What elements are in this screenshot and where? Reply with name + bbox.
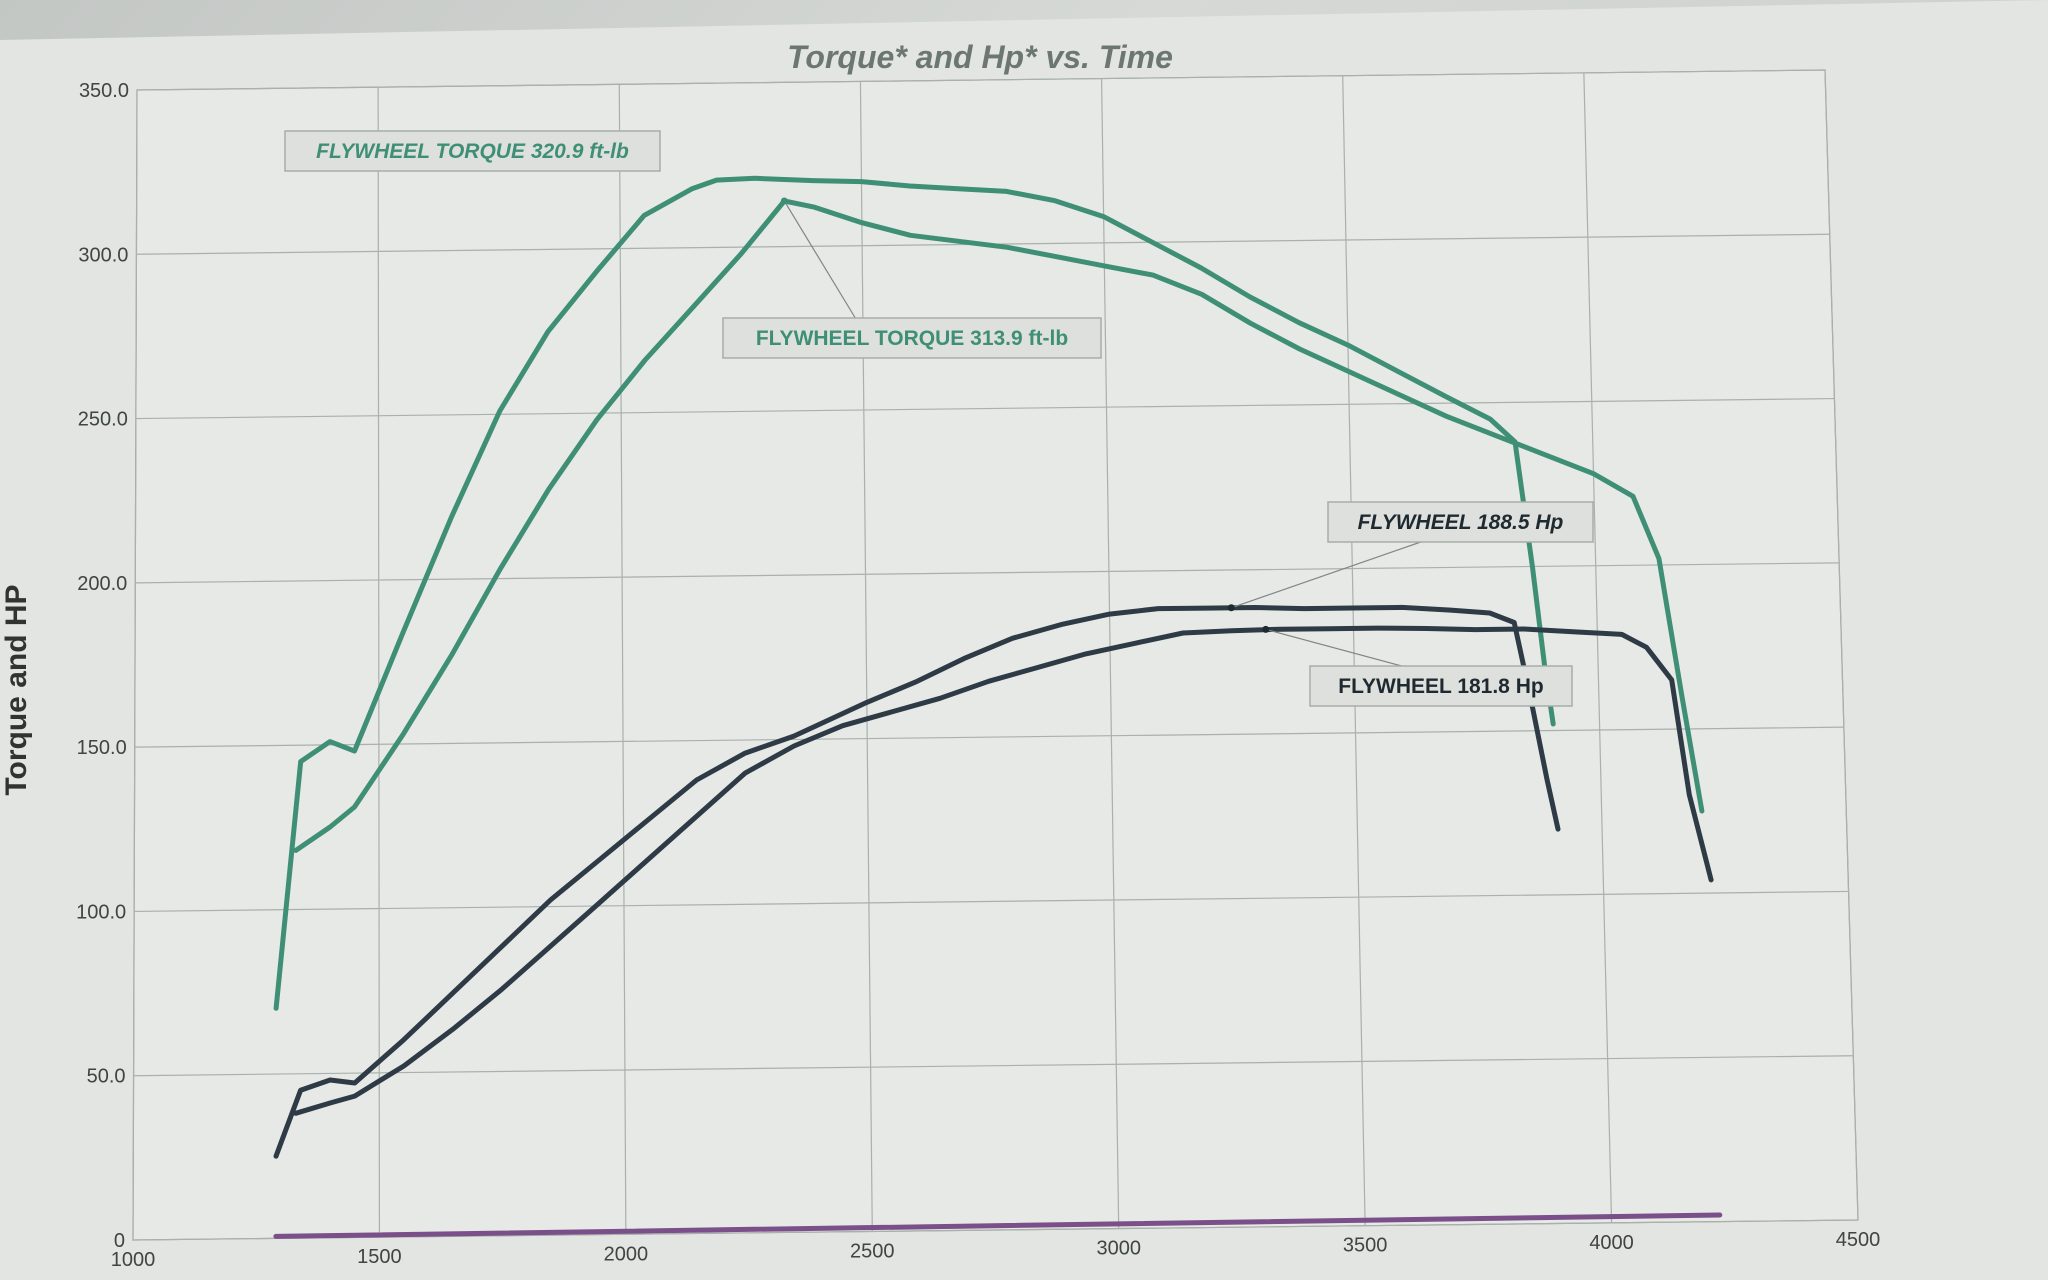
y-tick-label: 350.0 xyxy=(79,80,129,102)
x-tick-label: 1500 xyxy=(357,1246,402,1268)
annotation-label: FLYWHEEL TORQUE 313.9 ft-lb xyxy=(756,327,1068,350)
annotation-label: FLYWHEEL 181.8 Hp xyxy=(1338,675,1543,698)
x-tick-label: 4500 xyxy=(1836,1229,1881,1251)
annotation-box xyxy=(1327,501,1594,543)
x-tick-label: 3000 xyxy=(1096,1238,1141,1260)
annotation-label: FLYWHEEL TORQUE 320.9 ft-lb xyxy=(316,140,629,163)
x-tick-label: 4000 xyxy=(1589,1232,1634,1254)
grid-line-x xyxy=(132,89,138,1241)
annotation-box xyxy=(722,317,1102,359)
grid-line-y xyxy=(133,1055,1854,1077)
y-axis-label: Torque and HP xyxy=(0,584,33,795)
grid-line-x xyxy=(1342,75,1366,1226)
grid-line-x xyxy=(1824,69,1859,1221)
series-line-hp-b xyxy=(293,625,1714,1116)
series-layer xyxy=(273,175,1723,1239)
annotation-marker xyxy=(1227,604,1235,612)
series-line-torque-b xyxy=(293,198,1705,853)
annotation-leader xyxy=(1231,541,1421,609)
grid-line-y xyxy=(135,562,1840,584)
grid-line-y xyxy=(134,726,1844,748)
grid-line-x xyxy=(618,84,627,1235)
grid-line-y xyxy=(135,397,1835,420)
grid-line-x xyxy=(1100,78,1120,1229)
tick-labels: 1000 1500 2000 2500 3000 3500 4000 4500 0 50.0 100… xyxy=(76,80,1880,1271)
grid-line-y xyxy=(134,890,1849,913)
x-tick-label: 2500 xyxy=(850,1240,895,1262)
x-tick-label: 3500 xyxy=(1343,1235,1388,1257)
annotation-box xyxy=(1309,665,1573,707)
grid-line-x xyxy=(859,81,873,1232)
annotation-marker xyxy=(780,197,788,205)
grid-line-x xyxy=(1583,72,1613,1223)
x-tick-label: 1000 xyxy=(111,1249,156,1271)
annotation-leader xyxy=(1265,628,1402,667)
grid-line-y xyxy=(136,69,1826,91)
y-tick-label: 0 xyxy=(114,1230,125,1252)
x-tick-label: 2000 xyxy=(604,1243,649,1265)
y-tick-label: 300.0 xyxy=(78,244,128,266)
annotation-marker xyxy=(1262,625,1270,633)
y-tick-label: 250.0 xyxy=(78,409,128,431)
y-tick-label: 100.0 xyxy=(76,901,126,923)
y-tick-label: 50.0 xyxy=(87,1066,126,1088)
series-line-hp-a xyxy=(273,604,1561,1159)
y-tick-label: 200.0 xyxy=(77,573,127,595)
series-line-baseline xyxy=(273,1212,1723,1239)
annotation-label: FLYWHEEL 188.5 Hp xyxy=(1358,511,1564,534)
series-line-torque-a xyxy=(273,175,1556,1011)
annotations: FLYWHEEL TORQUE 320.9 ft-lb FLYWHEEL TORQ… xyxy=(284,130,1594,707)
chart-title: Torque* and Hp* vs. Time xyxy=(787,39,1173,75)
grid-line-x xyxy=(377,87,381,1238)
y-tick-label: 150.0 xyxy=(77,737,127,759)
annotation-leader xyxy=(783,200,856,319)
annotation-box xyxy=(284,130,661,172)
